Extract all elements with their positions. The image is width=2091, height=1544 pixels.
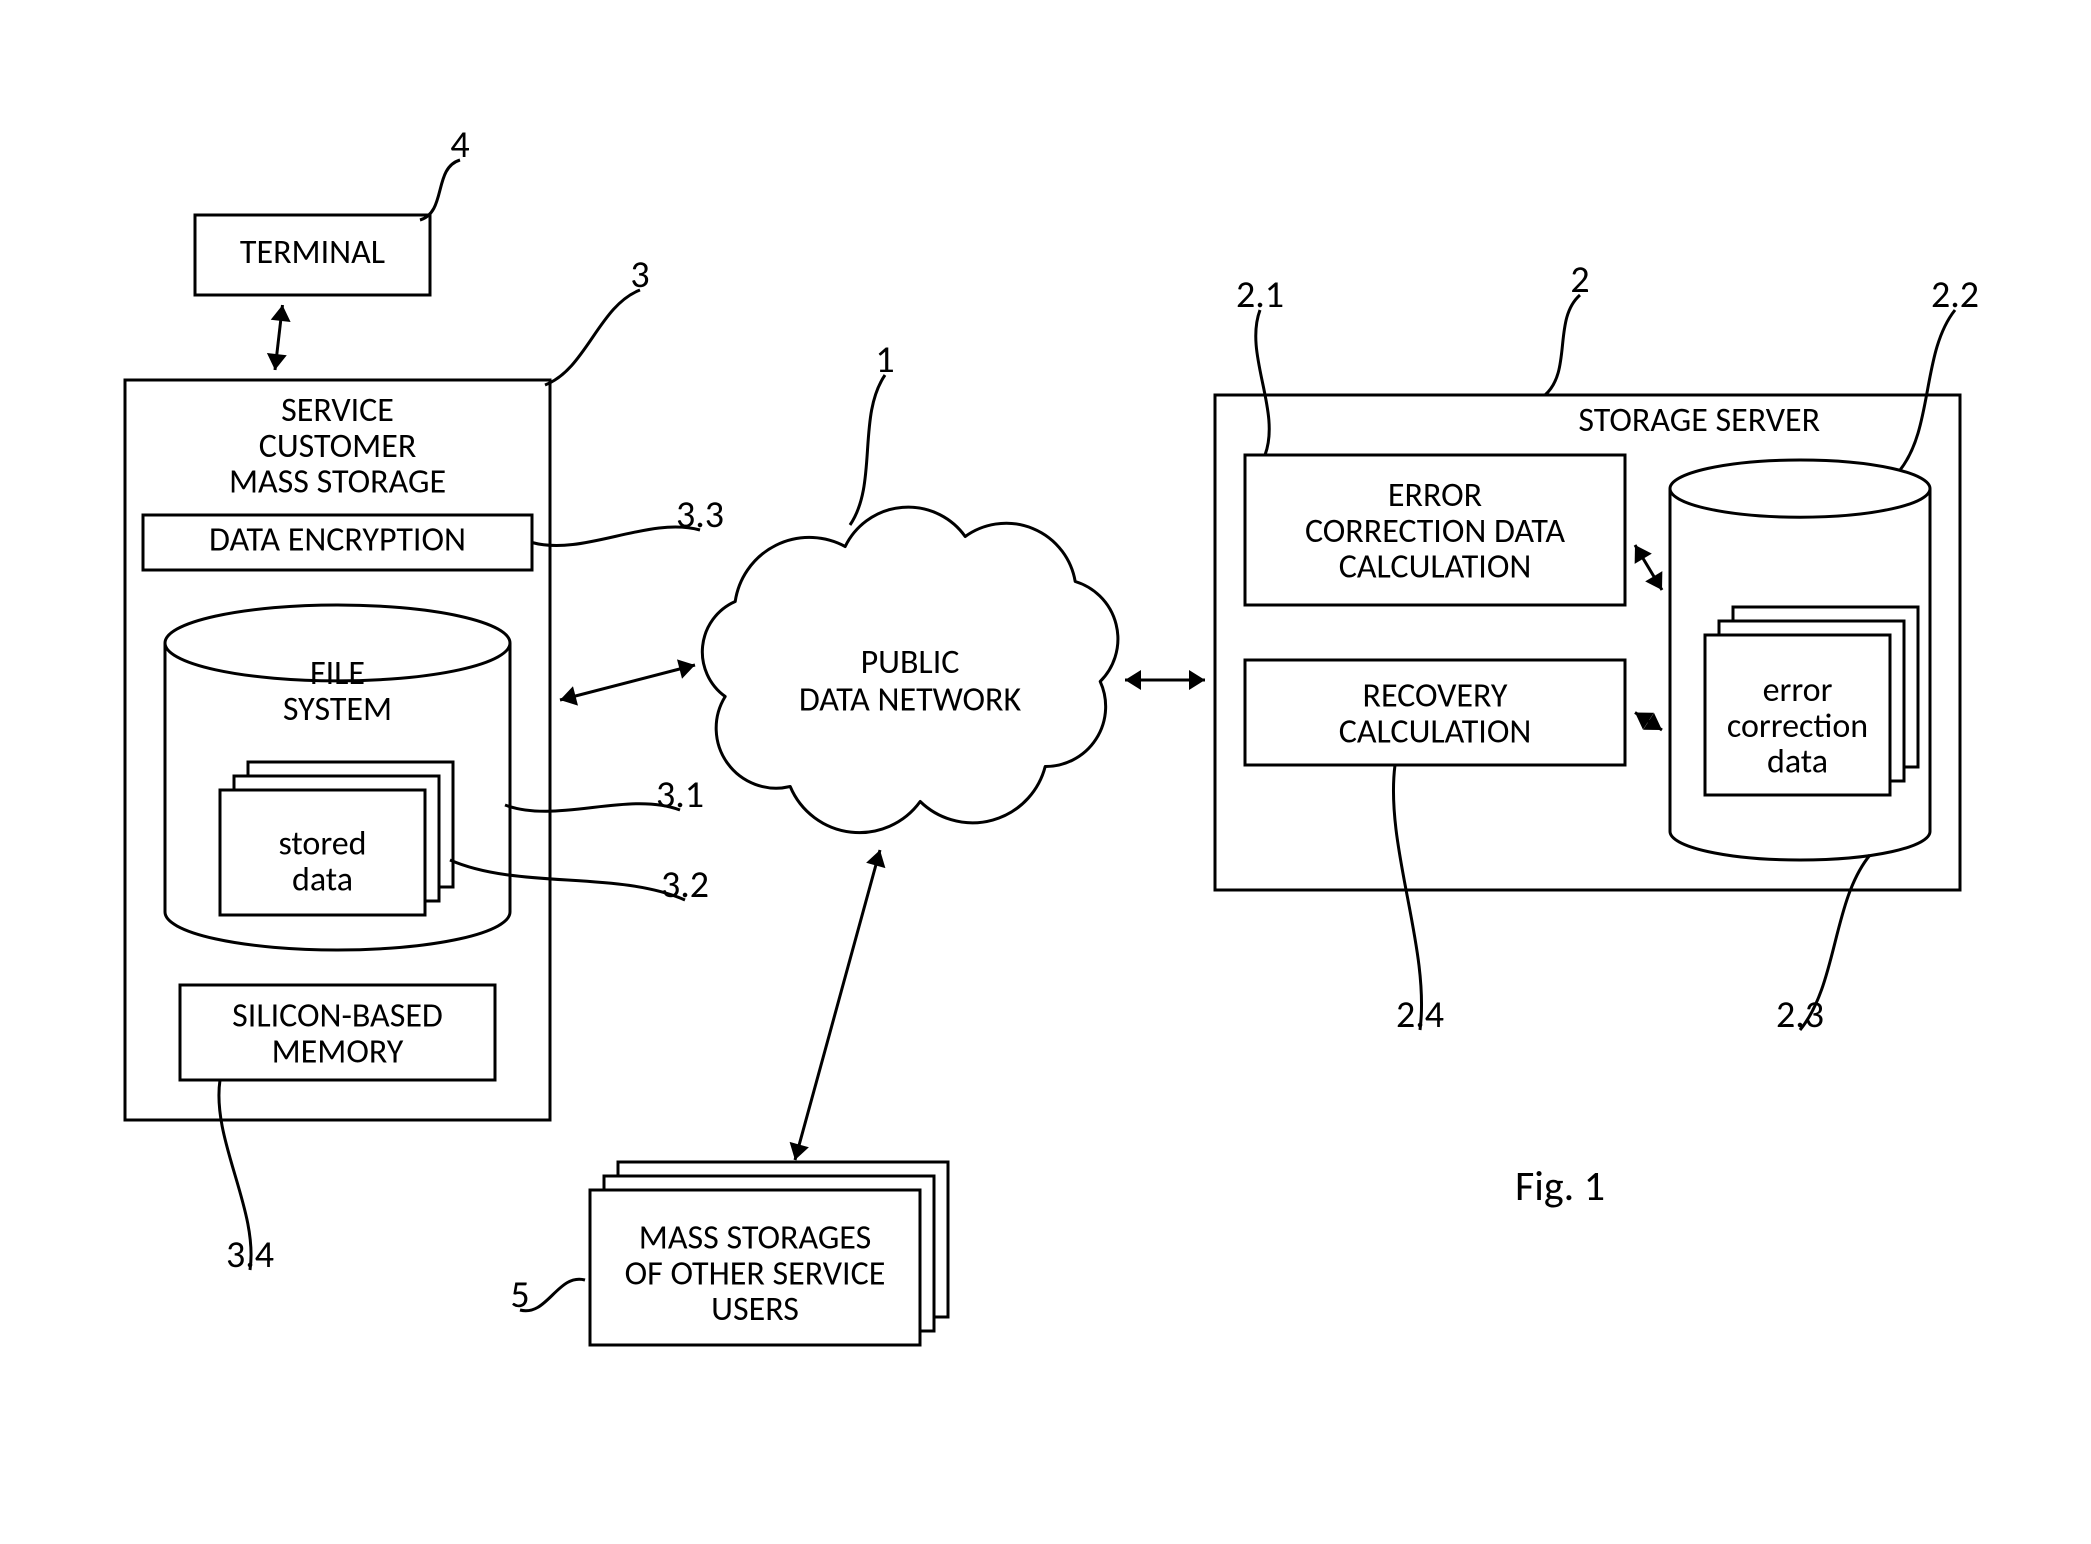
ec-to-db (1635, 545, 1662, 590)
callout-3-leader (545, 290, 640, 385)
callout-2-1-num: 2.1 (1236, 272, 1284, 318)
terminal-to-customer (275, 305, 283, 370)
rc-to-db (1635, 713, 1662, 731)
terminal-label: TERMINAL (240, 232, 385, 273)
callout-5-leader (520, 1279, 585, 1311)
callout-4-leader (420, 160, 460, 220)
callout-2-4-leader (1393, 765, 1421, 1030)
callout-3-1-num: 3.1 (656, 772, 704, 818)
callout-1-num: 1 (875, 337, 894, 383)
callout-3-num: 3 (630, 252, 649, 298)
storage-server-title: STORAGE SERVER (1578, 400, 1820, 441)
callout-3-2-num: 3.2 (661, 862, 709, 908)
callout-3-4-num: 3.4 (226, 1232, 274, 1278)
system-diagram: SERVICECUSTOMERMASS STORAGE DATA ENCRYPTI… (0, 0, 2091, 1544)
callout-3-3-leader (532, 527, 700, 546)
callout-3-1-leader (505, 804, 680, 812)
customer-to-cloud (560, 665, 695, 700)
callout-4-num: 4 (450, 122, 469, 168)
customer-title: SERVICECUSTOMERMASS STORAGE (229, 390, 446, 502)
data-encryption-label: DATA ENCRYPTION (209, 520, 466, 561)
callout-2-2-leader (1900, 310, 1955, 470)
callout-2-num: 2 (1570, 257, 1589, 303)
error-correction-calc-label: ERRORCORRECTION DATACALCULATION (1305, 475, 1565, 587)
callout-2-2-num: 2.2 (1931, 272, 1979, 318)
callout-2-3-num: 2.3 (1776, 992, 1824, 1038)
callout-2-leader (1545, 295, 1580, 395)
recovery-calc-label: RECOVERYCALCULATION (1339, 676, 1532, 753)
callout-2-1-leader (1256, 310, 1269, 455)
callout-3-3-num: 3.3 (676, 492, 724, 538)
figure-label: Fig. 1 (1515, 1161, 1605, 1212)
callout-5-num: 5 (510, 1272, 529, 1318)
silicon-memory-label: SILICON-BASEDMEMORY (232, 996, 443, 1073)
callout-1-leader (850, 375, 885, 525)
others-to-cloud (795, 850, 880, 1160)
callout-2-4-num: 2.4 (1396, 992, 1444, 1038)
